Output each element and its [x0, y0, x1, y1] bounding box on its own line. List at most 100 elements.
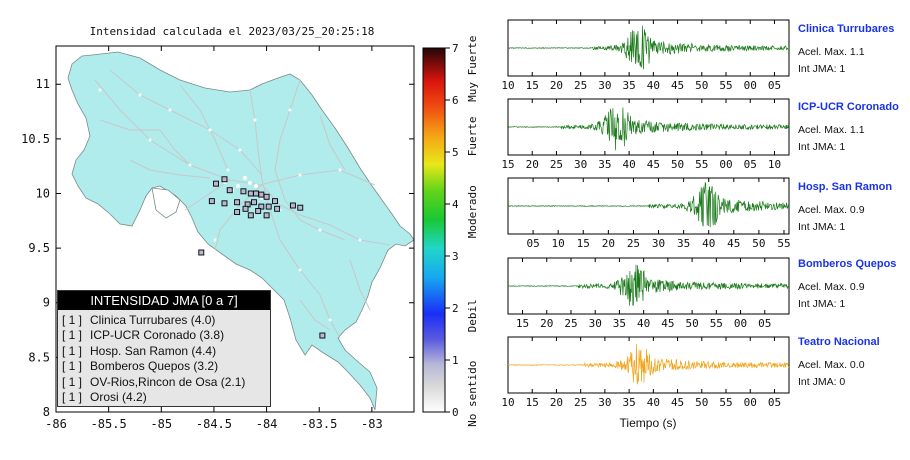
colorbar-ticks: 0 1 2 3 4 5 6 7 [445, 42, 459, 419]
station-label-1: ICP-UCR Coronado Acel. Max. 1.1 Int JMA:… [798, 101, 899, 153]
waveform-tick-label: 20 [550, 396, 563, 409]
waveform-tick-label: 50 [695, 396, 708, 409]
station-marker [240, 188, 247, 195]
map-xtick-label: -85 [150, 417, 172, 431]
colorbar-tick-label: 7 [452, 42, 459, 55]
waveform-tick-label: 30 [598, 79, 611, 92]
waveform-tick-label: 00 [744, 396, 757, 409]
station-label-3: Bomberos Quepos Acel. Max. 0.9 Int JMA: … [798, 258, 896, 310]
waveform-tick-label: 50 [752, 237, 765, 250]
waveform-tick-label: 10 [552, 237, 565, 250]
station-name: Clinica Turrubares [798, 23, 895, 35]
colorbar-tick-label: 6 [452, 94, 459, 107]
station-marker [253, 190, 260, 197]
station-marker [265, 203, 272, 210]
waveform-tick-label: 25 [627, 237, 640, 250]
legend-row: [ 1 ] ICP-UCR Coronado (3.8) [62, 328, 225, 343]
map-title: Intensidad calculada el 2023/03/25_20:25… [90, 25, 375, 38]
int-jma: Int JMA: 1 [798, 141, 846, 153]
waveform-tick-label: 40 [647, 396, 660, 409]
waveform-tick-label: 45 [727, 237, 740, 250]
waveform-tick-label: 35 [622, 396, 635, 409]
colorbar-tick-label: 5 [452, 146, 459, 159]
waveform-tick-label: 45 [671, 396, 684, 409]
colorbar-labels: No sentido Debil Moderado Fuerte Muy Fuerte [466, 36, 479, 427]
waveform-panel: 15 20 25 30 35 40 45 50 55 00 05 10 [501, 98, 790, 171]
waveform-tick-label: 55 [719, 396, 732, 409]
station-markers [198, 176, 326, 339]
legend-row: [ 1 ] Orosi (4.2) [62, 389, 147, 404]
station-marker [251, 199, 257, 206]
station-marker [289, 202, 296, 209]
station-name: Hosp. San Ramon [798, 181, 893, 193]
map-ytick-label: 9.5 [28, 241, 50, 255]
waveform-panel: 15 20 25 30 35 40 45 50 55 00 05 [507, 257, 790, 330]
acel-max: Acel. Max. 1.1 [798, 124, 865, 136]
waveform-tick-label: 55 [695, 158, 708, 171]
station-marker [297, 204, 304, 211]
waveform-trace [507, 181, 790, 228]
waveform-tick-label: 15 [516, 317, 529, 330]
nicoya-gulf-water [151, 187, 181, 219]
map-ytick-label: 10 [36, 186, 50, 200]
map-ytick-label: 10.5 [21, 132, 50, 146]
waveform-tick-label: 40 [637, 317, 650, 330]
acel-max: Acel. Max. 1.1 [798, 46, 865, 58]
waveform-trace [507, 107, 790, 151]
int-jma: Int JMA: 1 [798, 63, 846, 75]
waveform-trace [507, 264, 790, 306]
waveform-tick-label: 45 [661, 317, 674, 330]
waveform-tick-label: 10 [768, 158, 781, 171]
waveform-panel: 10 15 20 25 30 35 40 45 50 55 00 05 [501, 19, 790, 92]
waveform-tick-label: 10 [501, 396, 514, 409]
station-marker [263, 193, 270, 200]
colorbar-label: Moderado [466, 185, 479, 238]
waveform-tick-label: 30 [589, 317, 602, 330]
station-label-2: Hosp. San Ramon Acel. Max. 0.9 Int JMA: … [798, 181, 892, 233]
waveform-tick-label: 05 [768, 79, 781, 92]
station-name: Bomberos Quepos [798, 258, 897, 270]
waveform-tick-label: 35 [613, 317, 626, 330]
waveform-tick-label: 15 [501, 158, 514, 171]
colorbar-label: Muy Fuerte [466, 36, 479, 102]
station-marker [255, 208, 262, 214]
waveform-tick-label: 15 [526, 396, 539, 409]
int-jma: Int JMA: 1 [798, 298, 846, 310]
map-ytick-label: 11 [36, 77, 50, 91]
station-marker [221, 200, 228, 207]
station-marker [258, 191, 265, 198]
waveform-tick-label: 20 [526, 158, 539, 171]
waveform-tick-label: 30 [598, 396, 611, 409]
map-ytick-label: 9 [43, 296, 50, 310]
map-xtick-label: -83 [361, 417, 383, 431]
waveform-xlabel: Tiempo (s) [620, 416, 677, 430]
int-jma: Int JMA: 1 [798, 221, 846, 233]
waveform-tick-label: 25 [574, 79, 587, 92]
waveform-tick-label: 20 [540, 317, 553, 330]
station-marker [234, 199, 241, 206]
map-ytick-label: 8.5 [28, 350, 50, 364]
legend-row: [ 1 ] Hosp. San Ramon (4.4) [62, 343, 217, 358]
station-marker [272, 198, 278, 205]
colorbar-tick-label: 0 [452, 406, 459, 419]
colorbar-tick-label: 4 [452, 198, 459, 211]
waveform-tick-label: 15 [577, 237, 590, 250]
waveform-tick-label: 25 [564, 317, 577, 330]
colorbar-label: No sentido [466, 361, 479, 427]
int-jma: Int JMA: 0 [798, 376, 846, 388]
station-marker [258, 203, 265, 210]
waveform-trace [507, 343, 790, 385]
waveform-tick-label: 15 [526, 79, 539, 92]
acel-max: Acel. Max. 0.9 [798, 281, 865, 293]
station-name: ICP-UCR Coronado [798, 101, 899, 113]
acel-max: Acel. Max. 0.9 [798, 204, 865, 216]
station-label-0: Clinica Turrubares Acel. Max. 1.1 Int JM… [798, 23, 894, 75]
station-marker [247, 212, 254, 219]
waveform-tick-label: 55 [710, 317, 723, 330]
waveform-panel: 10 15 20 25 30 35 40 45 50 55 00 05 [501, 336, 790, 409]
legend-row: [ 1 ] Clinica Turrubares (4.0) [62, 313, 216, 327]
waveform-tick-label: 40 [702, 237, 715, 250]
waveform-tick-label: 20 [602, 237, 615, 250]
